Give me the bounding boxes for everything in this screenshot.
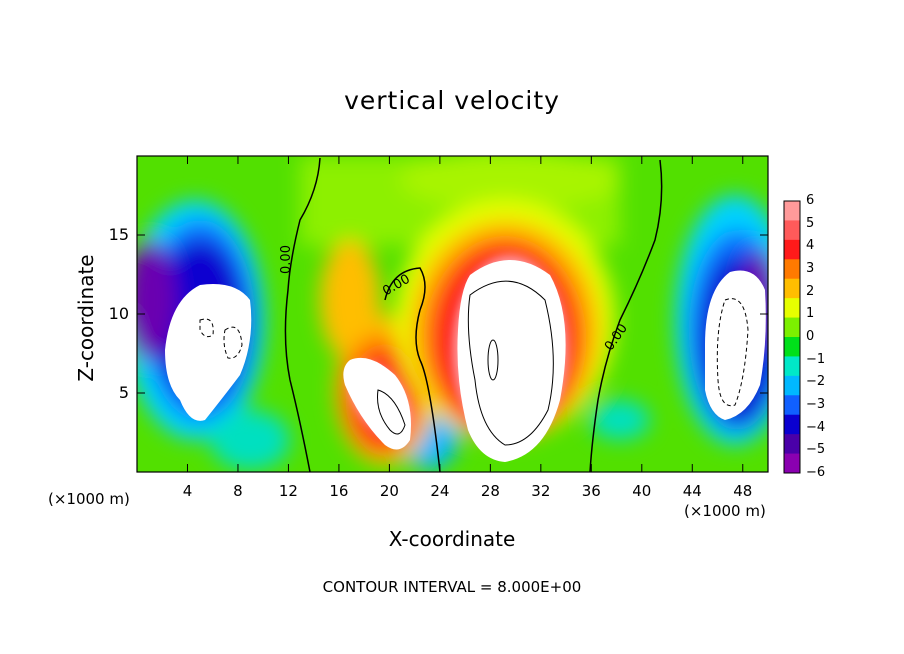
x-unit-label-right: (×1000 m) [684,502,766,520]
colorbar-swatch [784,356,800,377]
contour-label: 0.00 [278,245,294,274]
x-tick-label: 4 [182,482,193,500]
colorbar-swatch [784,259,800,280]
contour-neg-right [716,298,749,407]
y-tick-label: 5 [118,383,129,402]
colorbar-swatch [784,201,800,221]
colorbar-swatch [784,395,800,416]
contour-core-center [487,339,499,381]
updraft-core-small [343,357,411,450]
colorbar-swatch [784,278,800,299]
contour-core-main [467,280,554,446]
x-tick-label: 16 [329,482,349,500]
x-unit-label-left: (×1000 m) [48,490,130,508]
colorbar-label: −1 [806,351,826,367]
main-updraft-core [457,260,566,462]
colorbar-frame [783,200,801,474]
colorbar-swatch [784,375,800,396]
colorbar-swatch [784,337,800,357]
colorbar-swatch [784,453,800,474]
colorbar-label: 5 [806,215,815,231]
right-downdraft-core [705,270,766,420]
colorbar-label: 2 [806,283,815,299]
contour-zero-right [589,159,663,472]
left-downdraft-core [165,284,252,421]
colorbar-label: 6 [806,193,815,208]
colorbar-swatch [784,434,800,455]
y-tick-label: 15 [108,225,129,244]
colorbar-label: −3 [806,397,826,412]
contour-zero-left [284,157,321,472]
colorbar-swatch [784,239,800,260]
contour-core-small [377,389,406,435]
x-axis-label: X-coordinate [388,527,516,551]
colorbar-label: −6 [806,465,826,480]
y-tick-label: 10 [108,304,129,323]
x-tick-label: 44 [682,482,702,500]
chart-title: vertical velocity [344,86,560,115]
colorbar-label: −5 [806,442,826,458]
colorbar-label: 4 [806,238,815,254]
heatmap-field [137,156,768,472]
colorbar-swatch [784,220,800,241]
colorbar-label: 1 [806,306,815,322]
colorbar-label: −2 [806,374,826,390]
x-tick-label: 40 [632,482,652,500]
x-tick-label: 28 [480,482,500,500]
x-tick-label: 36 [581,482,601,500]
colorbar-swatch [784,317,800,338]
colorbar-swatch [784,298,800,319]
x-tick-label: 8 [233,482,243,500]
y-axis-label: Z-coordinate [74,254,98,382]
x-axis-ticks [186,156,744,472]
contour-neg-left [223,326,243,359]
x-tick-label: 32 [531,482,551,500]
x-tick-label: 20 [379,482,399,500]
contour-zero-middle [384,267,441,472]
contour-neg-left-2 [199,318,214,338]
colorbar-label: 0 [806,329,815,344]
contour-interval-note: CONTOUR INTERVAL = 8.000E+00 [322,578,582,596]
x-tick-label: 48 [733,482,753,500]
colorbar-swatch [784,414,800,435]
x-tick-label: 12 [278,482,298,500]
y-axis-ticks [137,234,768,394]
colorbar [783,200,801,474]
colorbar-label: −4 [806,419,826,435]
x-tick-label: 24 [430,482,450,500]
colorbar-label: 3 [806,261,815,276]
